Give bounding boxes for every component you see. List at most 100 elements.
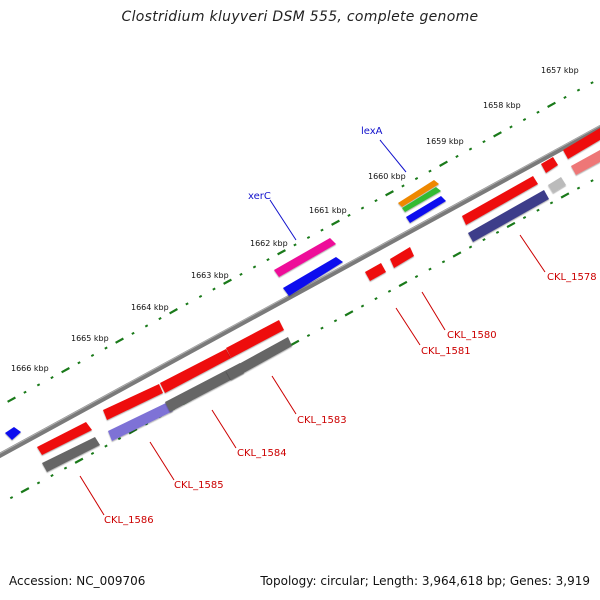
outer-scale-tick [468, 147, 473, 151]
inner-scale-tick [306, 334, 311, 337]
map-title: Clostridium kluyveri DSM 555, complete g… [121, 9, 479, 25]
outer-scale-tick [320, 228, 324, 232]
outer-scale-tick [590, 81, 594, 85]
gene-label-CKL_1584[interactable]: CKL_1584 [237, 448, 287, 459]
inner-scale-tick [441, 260, 446, 264]
feature-right-gray-small[interactable] [548, 177, 566, 193]
inner-scale-tick [590, 179, 594, 183]
outer-scale-tick [401, 184, 405, 188]
leader-CKL_1584 [211, 409, 237, 449]
outer-scale-tick [266, 258, 270, 262]
outer-scale-tick [293, 243, 297, 247]
topology-label: Topology: circular; Length: 3,964,618 bp… [260, 574, 590, 588]
outer-scale-tick [158, 317, 162, 321]
feature-CKL_1583-red[interactable] [226, 320, 284, 358]
outer-scale-tick [482, 140, 486, 144]
leader-CKL_1585 [149, 441, 175, 481]
outer-scale-tick [306, 236, 311, 239]
outer-scale-tick [144, 324, 149, 328]
inner-scale-tick [36, 481, 41, 485]
gene-label-CKL_1583[interactable]: CKL_1583 [297, 415, 347, 426]
inner-scale-tick [290, 339, 300, 346]
outer-scale-tick [23, 390, 27, 394]
feature-CKL_1584-red[interactable] [160, 349, 231, 393]
outer-scale-tick [198, 294, 203, 298]
outer-scale-tick [547, 101, 556, 108]
gene-label-CKL_1585[interactable]: CKL_1585 [174, 480, 224, 491]
feature-right-pink[interactable] [571, 150, 600, 175]
kbp-label-1662: 1662 kbp [250, 239, 288, 248]
feature-CKL_1585[interactable] [108, 402, 173, 441]
leader-CKL_1583 [271, 375, 297, 415]
outer-scale-tick [374, 199, 378, 203]
genome-backbone [0, 124, 600, 459]
feature-CKL_1584[interactable] [165, 363, 244, 412]
outer-scale-tick [61, 367, 70, 374]
outer-scale-tick [347, 213, 351, 217]
outer-scale-tick [7, 396, 16, 403]
feature-CKL_1583[interactable] [226, 337, 292, 380]
inner-scale-tick [344, 310, 354, 317]
outer-scale-tick [223, 278, 232, 285]
kbp-label-1657: 1657 kbp [541, 66, 579, 75]
feature-CKL_1578[interactable] [468, 190, 549, 242]
inner-scale-tick [128, 428, 138, 435]
feature-xerC-blue[interactable] [283, 257, 343, 296]
feature-lexA-blue[interactable] [406, 196, 446, 223]
leader-CKL_1581 [395, 307, 421, 346]
kbp-label-1658: 1658 kbp [483, 101, 521, 110]
outer-scale-tick [50, 376, 54, 380]
gene-label-CKL_1581[interactable]: CKL_1581 [421, 346, 471, 357]
accession-label: Accession: NC_009706 [9, 574, 146, 588]
feature-CKL_1578-red[interactable] [462, 176, 538, 225]
gene-label-CKL_1586[interactable]: CKL_1586 [104, 515, 154, 526]
inner-scale-tick [398, 280, 408, 288]
leader-CKL_1578 [519, 234, 546, 273]
inner-scale-tick [9, 496, 14, 500]
outer-scale-tick [331, 219, 340, 226]
inner-scale-tick [50, 474, 54, 478]
outer-scale-tick [115, 337, 124, 344]
feature-lexA-orange[interactable] [398, 180, 439, 207]
feature-right-red-large[interactable] [563, 128, 600, 159]
kbp-label-1665: 1665 kbp [71, 334, 109, 343]
gene-label-CKL_1580[interactable]: CKL_1580 [447, 330, 497, 341]
outer-scale-tick [439, 160, 448, 167]
inner-scale-tick [549, 201, 554, 205]
outer-scale-tick [131, 331, 135, 335]
feature-CKL_1580[interactable] [390, 247, 414, 268]
inner-scale-tick [320, 326, 324, 330]
gene-label-lexA[interactable]: lexA [361, 126, 383, 137]
inner-scale-tick [333, 319, 338, 323]
gene-label-xerC[interactable]: xerC [248, 191, 271, 202]
outer-scale-ticks [7, 81, 594, 403]
feature-CKL_1585-red[interactable] [103, 384, 163, 420]
kbp-label-1664: 1664 kbp [131, 303, 169, 312]
outer-scale-tick [414, 177, 419, 181]
feature-lexA-green[interactable] [402, 187, 441, 212]
kbp-label-1663: 1663 kbp [191, 271, 229, 280]
inner-scale-tick [452, 251, 462, 258]
kbp-label-1659: 1659 kbp [426, 137, 464, 146]
outer-scale-tick [428, 169, 432, 173]
feature-CKL_1586[interactable] [42, 437, 100, 472]
inner-scale-tick [63, 466, 68, 470]
feature-CKL_1581[interactable] [365, 263, 386, 281]
leader-lexA [379, 139, 407, 173]
inner-scale-tick [522, 216, 527, 220]
gene-label-CKL_1578[interactable]: CKL_1578 [547, 272, 597, 283]
feature-right-red-small[interactable] [541, 157, 558, 173]
inner-scale-tick [536, 208, 540, 212]
feature-xerC[interactable] [274, 238, 336, 277]
outer-scale-tick [169, 308, 178, 315]
feature-left-blue[interactable] [5, 427, 21, 440]
outer-scale-tick [90, 353, 95, 357]
outer-scale-tick [36, 383, 41, 387]
feature-CKL_1586-red[interactable] [37, 422, 92, 455]
outer-scale-tick [509, 125, 513, 129]
kbp-label-1661: 1661 kbp [309, 206, 347, 215]
outer-scale-tick [576, 88, 581, 92]
inner-scale-tick [74, 457, 84, 464]
inner-scale-tick [576, 186, 581, 190]
